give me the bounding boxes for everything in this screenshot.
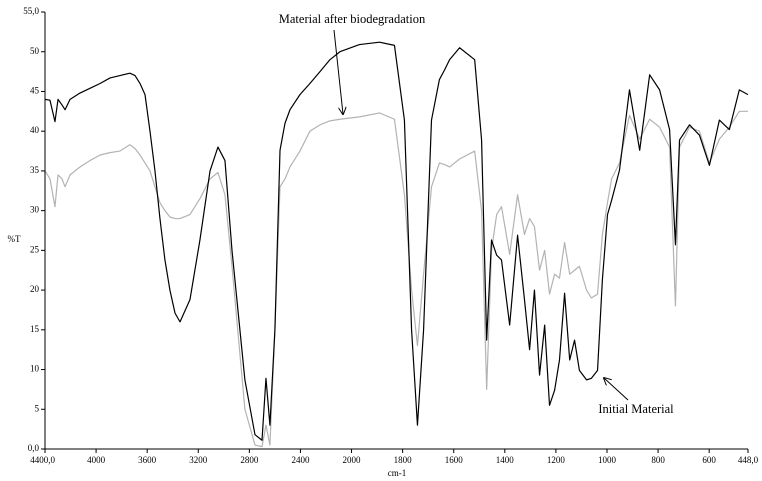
- y-tick-label: 25: [30, 244, 40, 254]
- y-tick-label: 20: [30, 284, 40, 294]
- x-tick-label: 1800: [394, 455, 413, 465]
- y-tick-label: 50: [30, 46, 40, 56]
- spectrum-line: [44, 110, 748, 448]
- series-annotation: Material after biodegradation: [279, 12, 426, 26]
- x-tick-label: 1200: [547, 455, 566, 465]
- series-layer: [44, 41, 749, 448]
- x-tick-label: 2000: [343, 455, 362, 465]
- y-tick-label: 10: [30, 364, 40, 374]
- x-tick-label: 4400,0: [30, 455, 55, 465]
- x-tick-label: 3200: [189, 455, 208, 465]
- series-annotation: Initial Material: [598, 402, 674, 416]
- x-tick-label: 2800: [240, 455, 259, 465]
- x-tick-label: 1400: [496, 455, 515, 465]
- x-tick-label: 1000: [598, 455, 617, 465]
- x-tick-label: 4000: [87, 455, 106, 465]
- y-tick-label: 15: [30, 324, 40, 334]
- annotation-arrow: [333, 29, 343, 114]
- x-tick-label: 800: [651, 455, 665, 465]
- annotation-arrow: [604, 378, 629, 401]
- y-tick-label: 40: [30, 125, 40, 135]
- y-tick-label: 30: [30, 205, 40, 215]
- y-axis-label: %T: [8, 234, 21, 244]
- x-tick-label: 600: [702, 455, 716, 465]
- y-tick-label: 35: [30, 165, 40, 175]
- x-tick-label: 3600: [138, 455, 157, 465]
- y-tick-label: 0,0: [28, 443, 40, 453]
- axes-layer: [41, 11, 749, 453]
- x-tick-label: 2400: [291, 455, 310, 465]
- y-tick-label: 5: [35, 403, 40, 413]
- spectrum-line: [44, 41, 749, 441]
- y-tick-label: 55,0: [23, 6, 39, 16]
- x-axis-label: cm-1: [388, 468, 407, 478]
- x-tick-label: 448,0: [738, 455, 759, 465]
- y-tick-label: 45: [30, 86, 40, 96]
- x-tick-label: 1600: [445, 455, 464, 465]
